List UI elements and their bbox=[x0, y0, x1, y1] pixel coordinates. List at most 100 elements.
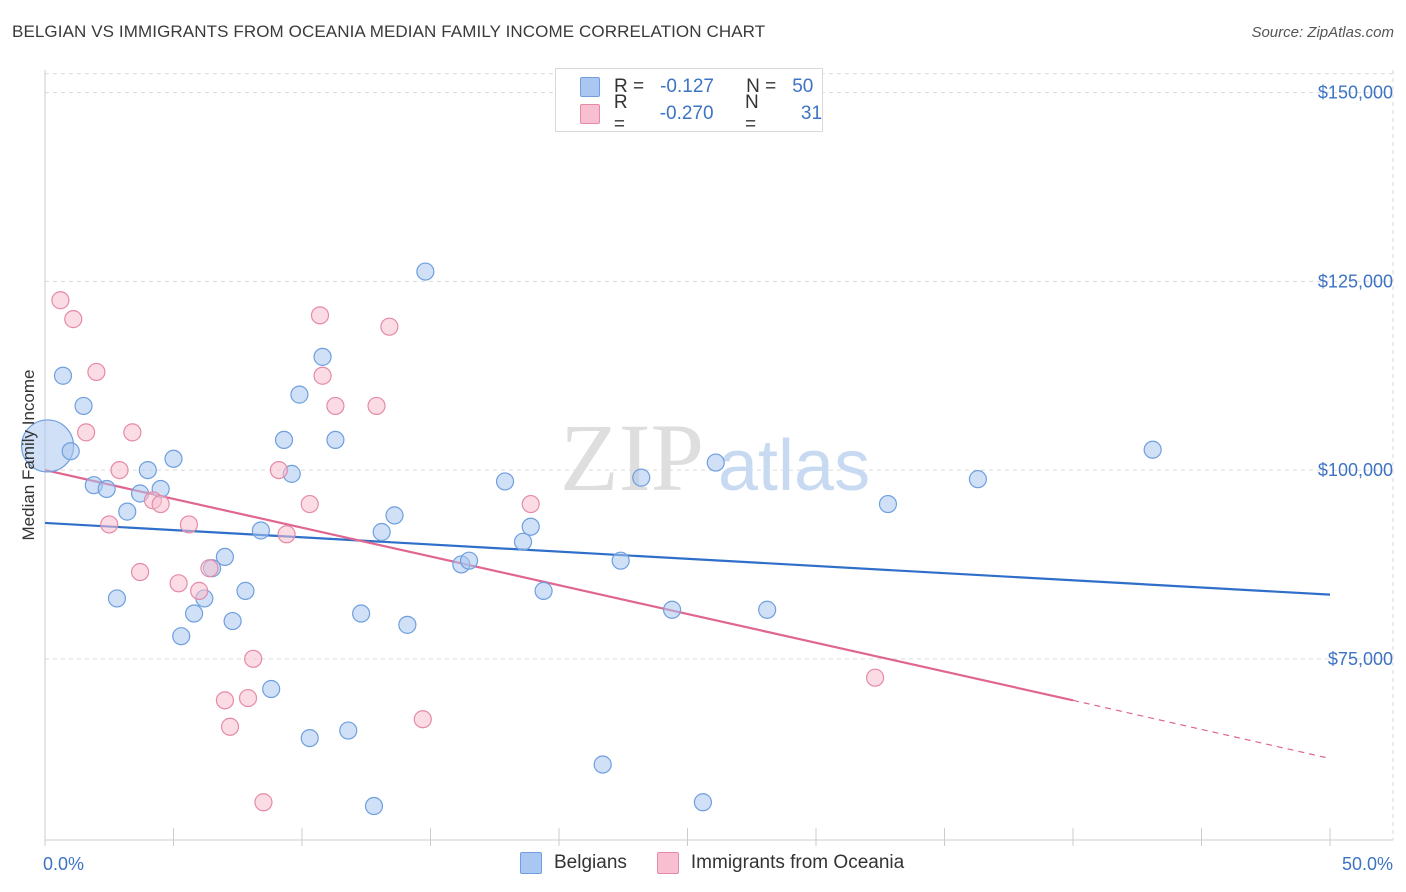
chart-title: BELGIAN VS IMMIGRANTS FROM OCEANIA MEDIA… bbox=[12, 22, 766, 41]
point-oceania bbox=[130, 562, 150, 582]
point-belgians bbox=[74, 396, 93, 416]
point-oceania bbox=[51, 291, 70, 310]
point-belgians bbox=[513, 532, 533, 551]
legend-item-belgians: Belgians bbox=[520, 852, 627, 874]
legend-item-oceania: Immigrants from Oceania bbox=[656, 852, 905, 874]
point-oceania bbox=[110, 460, 129, 480]
point-oceania bbox=[521, 494, 540, 514]
y-tick-label: $75,000 bbox=[1328, 649, 1393, 669]
point-oceania bbox=[866, 668, 885, 687]
point-belgians bbox=[352, 604, 371, 623]
legend-swatch-oceania bbox=[656, 852, 679, 874]
point-belgians bbox=[364, 796, 384, 816]
legend-r-label: R = bbox=[613, 92, 628, 135]
y-tick-label: $150,000 bbox=[1318, 83, 1393, 103]
y-axis-title: Median Family Income bbox=[19, 369, 38, 540]
point-belgians bbox=[385, 506, 404, 525]
correlation-legend: R = -0.127 N = 50 R = -0.270 N = 31 bbox=[555, 68, 823, 135]
point-oceania bbox=[190, 581, 209, 600]
legend-row-oceania: R = -0.270 N = 31 bbox=[580, 92, 823, 135]
point-oceania bbox=[277, 525, 296, 544]
point-belgians bbox=[326, 430, 345, 450]
point-oceania bbox=[254, 793, 273, 812]
point-belgians bbox=[215, 547, 234, 567]
point-oceania bbox=[310, 306, 330, 325]
point-oceania bbox=[326, 396, 345, 416]
point-belgians bbox=[693, 793, 713, 812]
point-oceania bbox=[100, 515, 119, 534]
point-belgians bbox=[632, 468, 651, 487]
legend-r-value: -0.270 bbox=[659, 103, 714, 124]
axes bbox=[44, 70, 1393, 846]
legend-n-value: 50 bbox=[792, 76, 814, 97]
point-oceania bbox=[151, 494, 170, 514]
point-belgians bbox=[184, 604, 204, 623]
watermark-atlas: atlas bbox=[718, 426, 870, 506]
point-oceania bbox=[300, 494, 319, 514]
point-belgians bbox=[53, 366, 73, 385]
point-belgians bbox=[118, 502, 137, 521]
watermark: ZIP atlas bbox=[560, 404, 870, 511]
point-oceania bbox=[77, 423, 96, 442]
point-belgians bbox=[372, 522, 391, 542]
y-tick-label: $100,000 bbox=[1318, 460, 1393, 480]
y-tick-label: $125,000 bbox=[1318, 271, 1393, 291]
point-belgians bbox=[274, 430, 294, 450]
legend-r-label: R = bbox=[614, 76, 645, 97]
point-belgians bbox=[459, 551, 479, 570]
point-oceania bbox=[238, 688, 258, 708]
point-belgians bbox=[416, 262, 435, 281]
legend-row-belgians: R = -0.127 N = 50 bbox=[580, 75, 813, 99]
point-belgians bbox=[107, 589, 127, 608]
point-oceania bbox=[220, 717, 240, 736]
point-oceania bbox=[215, 691, 234, 710]
legend-swatch-belgians bbox=[580, 77, 600, 97]
point-belgians bbox=[611, 551, 630, 570]
point-oceania bbox=[169, 574, 188, 593]
x-tick-label: 50.0% bbox=[1342, 854, 1393, 874]
point-belgians bbox=[534, 581, 553, 600]
data-points bbox=[20, 262, 1162, 816]
point-oceania bbox=[179, 515, 199, 534]
point-oceania bbox=[380, 317, 399, 336]
point-oceania bbox=[244, 649, 263, 668]
point-oceania bbox=[269, 460, 288, 480]
point-oceania bbox=[367, 396, 386, 416]
legend-n-label: N = bbox=[745, 92, 759, 135]
legend-swatch-belgians bbox=[520, 852, 542, 874]
point-belgians bbox=[223, 611, 242, 631]
legend-r-value: -0.127 bbox=[660, 76, 714, 97]
point-oceania bbox=[87, 362, 106, 382]
legend-label-belgians: Belgians bbox=[554, 852, 627, 873]
source-label: Source: ZipAtlas.com bbox=[1251, 24, 1394, 41]
point-belgians bbox=[968, 470, 988, 489]
point-belgians bbox=[262, 679, 281, 699]
point-belgians bbox=[662, 600, 682, 619]
point-belgians bbox=[61, 442, 80, 461]
point-belgians bbox=[290, 385, 309, 404]
point-oceania bbox=[313, 366, 332, 385]
point-belgians bbox=[313, 347, 332, 366]
legend-n-value: 31 bbox=[800, 103, 823, 124]
trend-line-oceania bbox=[44, 469, 1074, 702]
tick-labels: $75,000 $100,000 $125,000 $150,000 0.0% 50.0% bbox=[43, 83, 1393, 874]
point-belgians bbox=[97, 479, 116, 499]
point-belgians bbox=[495, 472, 515, 491]
point-belgians bbox=[251, 521, 270, 540]
point-belgians bbox=[706, 453, 725, 472]
point-belgians bbox=[878, 494, 898, 514]
x-tick-label: 0.0% bbox=[43, 854, 84, 874]
point-belgians bbox=[339, 721, 358, 740]
point-belgians bbox=[172, 627, 191, 646]
point-belgians bbox=[164, 449, 183, 468]
series-legend: Belgians Immigrants from Oceania bbox=[520, 852, 934, 874]
point-oceania bbox=[123, 423, 142, 442]
point-belgians bbox=[138, 460, 157, 480]
point-belgians bbox=[593, 755, 612, 774]
legend-swatch-oceania bbox=[580, 104, 600, 124]
point-belgians bbox=[236, 581, 255, 600]
point-belgians bbox=[1143, 440, 1162, 459]
legend-label-oceania: Immigrants from Oceania bbox=[690, 852, 905, 873]
point-belgians bbox=[521, 517, 540, 536]
